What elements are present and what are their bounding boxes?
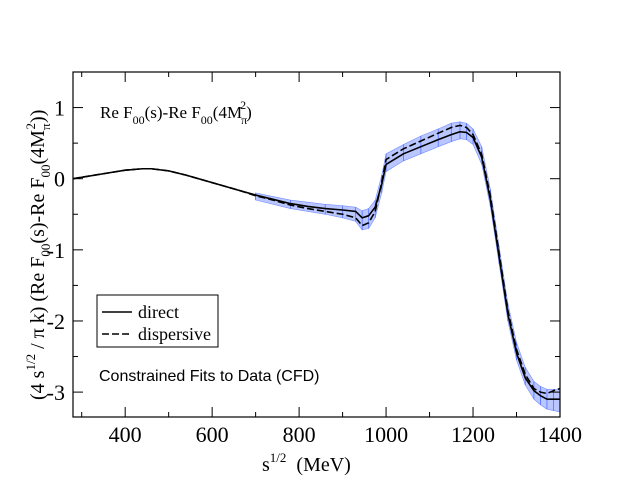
formula-annotation: Re F00(s)-Re F00(4Mπ2) [100,98,252,127]
y-tick-label: 1 [54,96,65,121]
x-tick-label: 1400 [538,422,582,447]
plot-frame [72,71,561,418]
x-tick-label: 400 [109,422,142,447]
x-tick-label: 1200 [451,422,495,447]
series-line-dispersive [73,124,560,395]
series-lines [73,124,560,401]
legend-label-dispersive: dispersive [138,324,211,344]
x-tick-label: 800 [283,422,316,447]
x-axis-label: s1/2 (MeV) [262,450,351,476]
series-line-direct [73,130,560,401]
y-tick-label: 0 [54,167,65,192]
axis-ticks: 400 600 800 1000 1200 1400 -3 -2 -1 0 1 [47,71,582,447]
legend: direct dispersive [96,294,219,348]
x-tick-label: 1000 [364,422,408,447]
y-axis-label: (4 s1/2 / π k) (Re F00(s)-Re F00(4Mπ2)) [23,110,53,400]
y-tick-label: -2 [47,309,65,334]
legend-label-direct: direct [138,302,179,322]
y-tick-label: -1 [47,238,65,263]
x-tick-label: 600 [196,422,229,447]
legend-box [96,294,219,348]
y-tick-label: -3 [47,380,65,405]
chart-annotation: Constrained Fits to Data (CFD) [99,368,320,385]
